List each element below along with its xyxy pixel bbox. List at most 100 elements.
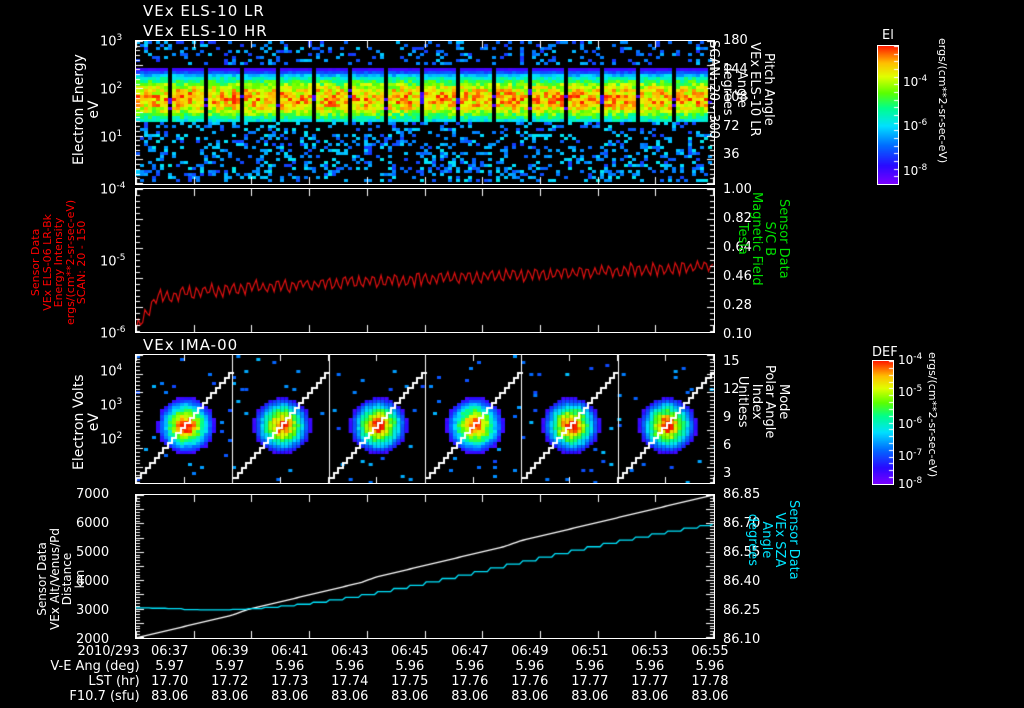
panel3-ytick-1: 103 bbox=[100, 397, 123, 414]
panel1-title-lr: VEx ELS-10 LR bbox=[143, 2, 265, 20]
panel2-right-tick-0: 1.00 bbox=[723, 182, 752, 197]
footer-row-label: F10.7 (sfu) bbox=[69, 689, 140, 704]
footer-cell: 5.96 bbox=[695, 659, 725, 674]
panel3-right-tick-3: 6 bbox=[723, 438, 732, 453]
footer-cell: 17.76 bbox=[451, 674, 489, 689]
panel1-right-tick-4: 36 bbox=[723, 147, 740, 162]
footer-cell: 17.74 bbox=[331, 674, 369, 689]
colorbar1-tick-0: 10-4 bbox=[903, 74, 928, 89]
panel2-right-axis-label: Sensor Data S/C B Magnetic Field Tesla bbox=[735, 192, 791, 286]
footer-cell: 5.96 bbox=[575, 659, 605, 674]
footer-row: F10.7 (sfu) 83.06 83.06 83.06 83.06 83.06 83.0… bbox=[0, 689, 740, 704]
panel1-right-tick-1: 144 bbox=[723, 62, 748, 77]
footer-cell: 5.97 bbox=[155, 659, 185, 674]
panel3-title: VEx IMA-00 bbox=[143, 336, 239, 354]
panel2-right-tick-5: 0.10 bbox=[723, 327, 752, 342]
panel4-right-tick-0: 86.85 bbox=[723, 487, 761, 502]
panel1-ytick-2: 101 bbox=[100, 129, 123, 146]
footer-row-label: LST (hr) bbox=[88, 674, 140, 689]
panel1-left-axis-label: Electron Energy eV bbox=[71, 54, 102, 165]
panel-electron-energy-spectrogram bbox=[135, 40, 715, 185]
colorbar1-tick-1: 10-6 bbox=[903, 118, 928, 133]
footer-cell: 5.96 bbox=[395, 659, 425, 674]
colorbar2 bbox=[872, 360, 894, 485]
footer-cell: 06:51 bbox=[571, 644, 609, 659]
colorbar1 bbox=[877, 45, 899, 185]
panel2-right-tick-2: 0.64 bbox=[723, 240, 752, 255]
panel4-ytick-2: 5000 bbox=[76, 545, 110, 560]
footer-cell: 17.78 bbox=[691, 674, 729, 689]
footer-cell: 83.06 bbox=[391, 689, 429, 704]
footer-cell: 5.96 bbox=[635, 659, 665, 674]
panel4-right-tick-2: 86.55 bbox=[723, 545, 761, 560]
colorbar2-tick-2: 10-6 bbox=[898, 416, 923, 431]
panel4-ytick-3: 4000 bbox=[76, 574, 110, 589]
footer-row-label: 2010/293 bbox=[77, 644, 140, 659]
colorbar2-gradient bbox=[873, 361, 893, 484]
colorbar2-title: DEF bbox=[872, 345, 898, 360]
panel2-right-tick-4: 0.28 bbox=[723, 298, 752, 313]
footer-row: 2010/293 06:37 06:39 06:41 06:43 06:45 06:47 06… bbox=[0, 644, 740, 659]
footer-cell: 06:37 bbox=[150, 644, 189, 659]
colorbar2-tick-3: 10-7 bbox=[898, 448, 923, 463]
panel2-ytick-0: 10-4 bbox=[100, 181, 126, 198]
panel3-right-tick-4: 3 bbox=[723, 466, 732, 481]
panel4-right-tick-4: 86.25 bbox=[723, 603, 761, 618]
panel4-right-tick-5: 86.10 bbox=[723, 632, 761, 647]
colorbar2-tick-0: 10-4 bbox=[898, 352, 923, 367]
colorbar2-unit-label: ergs/(cm**2-sr-sec-eV) bbox=[926, 352, 939, 478]
footer-cell: 83.06 bbox=[631, 689, 669, 704]
line-canvas-2 bbox=[136, 189, 714, 332]
footer-cell: 17.77 bbox=[571, 674, 609, 689]
spectrogram-canvas-3 bbox=[136, 355, 714, 483]
panel1-title-hr: VEx ELS-10 HR bbox=[143, 22, 268, 40]
panel3-right-tick-2: 9 bbox=[723, 410, 732, 425]
footer-row-label: V-E Ang (deg) bbox=[50, 659, 140, 674]
panel2-left-axis-label: Sensor Data VEx ELS-06 LR-Bk Energy Inte… bbox=[29, 199, 89, 325]
panel-ima-spectrogram bbox=[135, 354, 715, 484]
panel3-right-tick-1: 12 bbox=[723, 382, 740, 397]
footer-row: LST (hr) 17.70 17.72 17.73 17.74 17.75 17.76 17… bbox=[0, 674, 740, 689]
panel3-left-axis-label: Electron Volts eV bbox=[71, 374, 102, 470]
footer-cell: 83.06 bbox=[271, 689, 309, 704]
panel1-right-tick-2: 108 bbox=[723, 90, 748, 105]
panel4-right-axis-label: Sensor Data VEx SZA Angle degrees bbox=[745, 500, 801, 580]
line-canvas-4 bbox=[136, 495, 714, 638]
footer-cell: 17.73 bbox=[271, 674, 309, 689]
panel3-right-axis-label: Mode Polar Angle Index Unitless bbox=[735, 365, 791, 439]
footer-cell: 06:55 bbox=[691, 644, 729, 659]
panel4-ytick-4: 3000 bbox=[76, 603, 110, 618]
footer-cell: 17.77 bbox=[631, 674, 669, 689]
spectrogram-canvas-1 bbox=[136, 41, 714, 184]
panel2-right-tick-1: 0.82 bbox=[723, 211, 752, 226]
footer-cell: 06:43 bbox=[331, 644, 369, 659]
panel3-right-tick-0: 15 bbox=[723, 354, 740, 369]
footer-cell: 17.70 bbox=[151, 674, 189, 689]
panel2-right-tick-3: 0.46 bbox=[723, 269, 752, 284]
colorbar2-tick-1: 10-5 bbox=[898, 384, 923, 399]
panel1-right-tick-0: 180 bbox=[723, 33, 748, 48]
footer-cell: 06:45 bbox=[391, 644, 429, 659]
footer-cell: 06:39 bbox=[211, 644, 249, 659]
footer-cell: 83.06 bbox=[211, 689, 249, 704]
footer-cell: 06:49 bbox=[511, 644, 549, 659]
footer-cell: 83.06 bbox=[691, 689, 729, 704]
footer-cell: 83.06 bbox=[451, 689, 489, 704]
panel1-right-tick-3: 72 bbox=[723, 119, 740, 134]
panel3-ytick-0: 104 bbox=[100, 363, 123, 380]
panel4-ytick-1: 6000 bbox=[76, 516, 110, 531]
panel-altitude-sza bbox=[135, 494, 715, 639]
footer-data-table: 2010/293 06:37 06:39 06:41 06:43 06:45 06:47 06… bbox=[0, 644, 740, 704]
panel1-ytick-1: 102 bbox=[100, 81, 123, 98]
colorbar1-tick-2: 10-8 bbox=[903, 163, 928, 178]
footer-cell: 5.96 bbox=[275, 659, 305, 674]
footer-row: V-E Ang (deg) 5.97 5.97 5.96 5.96 5.96 5.96 5.9… bbox=[0, 659, 740, 674]
footer-cell: 06:41 bbox=[271, 644, 309, 659]
colorbar1-unit-label: ergs/(cm**2-sr-sec-eV) bbox=[936, 38, 949, 164]
footer-cell: 83.06 bbox=[331, 689, 369, 704]
panel3-ytick-2: 102 bbox=[100, 431, 123, 448]
footer-cell: 06:47 bbox=[451, 644, 489, 659]
panel4-right-tick-1: 86.70 bbox=[723, 516, 761, 531]
panel-energy-intensity-line bbox=[135, 188, 715, 333]
